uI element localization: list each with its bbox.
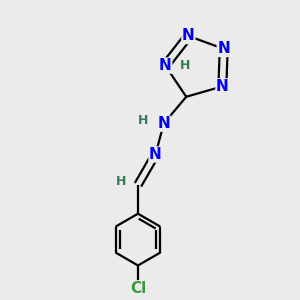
Text: H: H — [138, 114, 148, 127]
Text: Cl: Cl — [130, 281, 146, 296]
Text: N: N — [182, 28, 195, 44]
Text: N: N — [149, 147, 162, 162]
Text: N: N — [217, 41, 230, 56]
Text: H: H — [116, 175, 126, 188]
Text: H: H — [180, 59, 190, 72]
Text: N: N — [216, 79, 229, 94]
Text: N: N — [158, 116, 170, 131]
Text: N: N — [159, 58, 172, 73]
